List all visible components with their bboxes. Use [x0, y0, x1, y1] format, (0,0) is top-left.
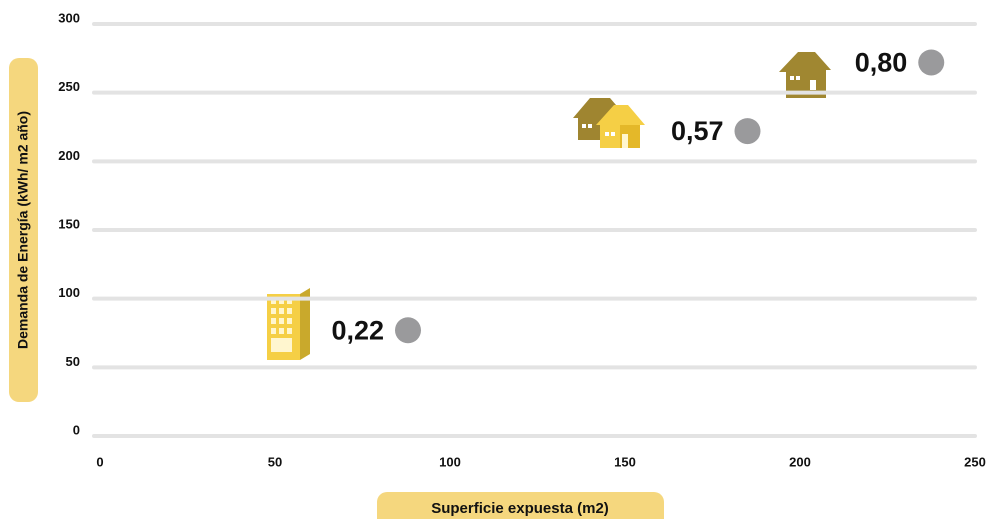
- houses-icon: [573, 98, 645, 148]
- x-tick-label: 250: [964, 454, 986, 469]
- y-axis-label: Demanda de Energía (kWh/ m2 año): [15, 111, 31, 349]
- point-label: 0,80: [855, 48, 908, 78]
- y-tick-label: 150: [58, 216, 80, 231]
- point: [918, 49, 945, 76]
- x-tick-label: 200: [789, 454, 811, 469]
- x-tick-label: 150: [614, 454, 636, 469]
- y-tick-label: 250: [58, 79, 80, 94]
- x-tick-label: 50: [268, 454, 282, 469]
- y-tick-label: 100: [58, 285, 80, 300]
- x-axis-label: Superficie expuesta (m2): [431, 500, 609, 517]
- x-tick-label: 100: [439, 454, 461, 469]
- building-icon: [267, 288, 310, 360]
- point: [395, 317, 421, 344]
- point-label: 0,22: [331, 315, 384, 345]
- y-tick-label: 300: [58, 10, 80, 25]
- y-tick-label: 0: [73, 422, 80, 437]
- x-label-box: [377, 492, 664, 519]
- y-tick-label: 50: [66, 354, 80, 369]
- y-label-box: [9, 58, 38, 402]
- y-tick-label: 200: [58, 148, 80, 163]
- point: [734, 118, 761, 145]
- x-tick-label: 0: [96, 454, 103, 469]
- point-label: 0,57: [671, 116, 724, 146]
